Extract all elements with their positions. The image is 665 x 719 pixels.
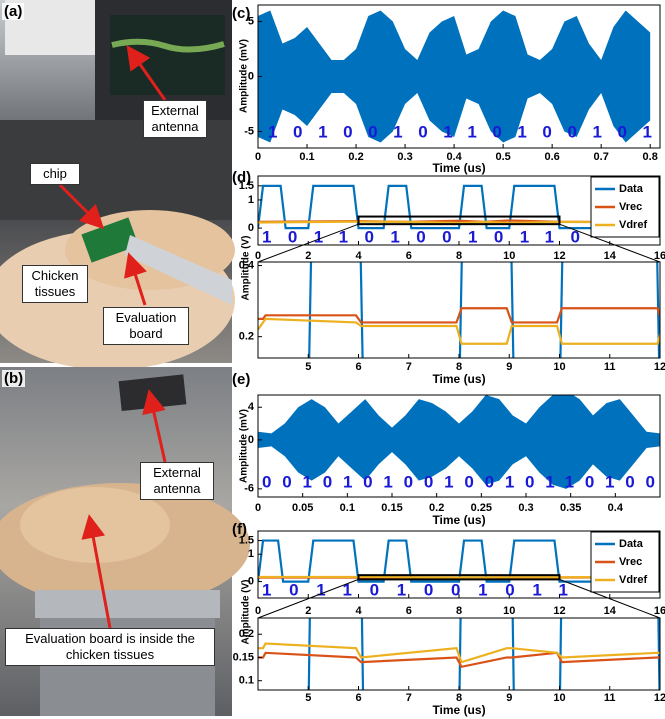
x-tick-label: 10: [553, 361, 565, 373]
y-tick-label: 0.15: [233, 651, 254, 663]
annotation: chip: [30, 163, 80, 185]
x-tick-label: 14: [604, 250, 617, 262]
x-tick-label: 7: [406, 692, 412, 704]
y-tick-label: 0.4: [239, 259, 255, 271]
x-tick-label: 9: [506, 361, 512, 373]
x-tick-label: 0.25: [471, 502, 492, 514]
legend-label: Vrec: [619, 201, 642, 213]
x-tick-label: 6: [355, 361, 361, 373]
y-tick-label: 1: [248, 548, 254, 560]
panel-label: (f): [232, 521, 247, 538]
x-tick-label: 12: [654, 361, 665, 373]
panel-label: (a): [2, 3, 24, 20]
x-tick-label: 0.2: [348, 151, 363, 163]
x-tick-label: 0.15: [381, 502, 402, 514]
x-tick-label: 8: [456, 361, 462, 373]
x-axis-label: Time (us): [432, 161, 485, 175]
x-tick-label: 6: [406, 605, 412, 617]
figure: 0 0.1 0.2 0.3 0.4 0.5 0.6 0.7 0.8 -5 0 5 Time (us) Am…: [0, 0, 665, 719]
x-tick-label: 11: [604, 361, 616, 373]
annotation: External antenna: [143, 100, 207, 138]
x-tick-label: 7: [406, 361, 412, 373]
x-tick-label: 6: [406, 250, 412, 262]
legend-label: Vrec: [619, 556, 642, 568]
y-axis-label: Amplitude (mV): [239, 39, 250, 113]
figure-canvas: 0 0.1 0.2 0.3 0.4 0.5 0.6 0.7 0.8 -5 0 5 Time (us) Am…: [0, 0, 665, 719]
y-tick-label: 0.2: [239, 628, 254, 640]
x-tick-label: 0.2: [429, 502, 444, 514]
x-tick-label: 0: [255, 605, 261, 617]
x-tick-label: 0.3: [518, 502, 533, 514]
x-tick-label: 5: [305, 692, 311, 704]
x-tick-label: 16: [654, 605, 665, 617]
legend-label: Data: [619, 183, 644, 195]
x-tick-label: 10: [503, 605, 515, 617]
x-tick-label: 0: [255, 502, 261, 514]
x-tick-label: 6: [355, 692, 361, 704]
y-tick-label: -5: [244, 125, 254, 137]
x-tick-label: 4: [355, 250, 362, 262]
annotation: Evaluation board is inside the chicken t…: [5, 628, 215, 666]
y-tick-label: 0.2: [239, 331, 254, 343]
x-tick-label: 0.8: [643, 151, 658, 163]
charts: 0 0.1 0.2 0.3 0.4 0.5 0.6 0.7 0.8 -5 0 5 Time (us) Am…: [232, 0, 665, 719]
x-tick-label: 8: [456, 605, 462, 617]
legend-label: Vdref: [619, 574, 647, 586]
annotation: Evaluation board: [103, 307, 189, 345]
x-tick-label: 0.1: [340, 502, 355, 514]
x-tick-label: 9: [506, 692, 512, 704]
panel-label: (b): [2, 370, 25, 387]
y-tick-label: 0.1: [239, 675, 254, 687]
x-tick-label: 0.7: [594, 151, 609, 163]
x-axis-label: Time (us): [432, 703, 485, 717]
x-tick-label: 0: [255, 151, 261, 163]
x-tick-label: 0.1: [299, 151, 314, 163]
x-tick-label: 10: [553, 692, 565, 704]
x-tick-label: 2: [305, 605, 311, 617]
x-tick-label: 8: [456, 692, 462, 704]
annotation: External antenna: [140, 462, 214, 500]
y-tick-label: -6: [244, 483, 254, 495]
x-tick-label: 12: [553, 250, 565, 262]
legend-label: Vdref: [619, 219, 647, 231]
x-tick-label: 0.3: [397, 151, 412, 163]
x-tick-label: 2: [305, 250, 311, 262]
x-tick-label: 12: [654, 692, 665, 704]
panel-label: (c): [232, 5, 250, 22]
x-tick-label: 0.5: [495, 151, 510, 163]
x-tick-label: 4: [355, 605, 362, 617]
x-axis-label: Time (us): [432, 372, 485, 386]
legend-label: Data: [619, 538, 644, 550]
annotation: Chicken tissues: [22, 265, 88, 303]
y-tick-label: 1: [248, 194, 254, 206]
x-tick-label: 0.6: [544, 151, 559, 163]
x-tick-label: 0: [255, 250, 261, 262]
y-axis-label: Amplitude (mV): [239, 409, 250, 483]
x-tick-label: 12: [553, 605, 565, 617]
x-tick-label: 8: [456, 250, 462, 262]
panel-label: (e): [232, 371, 250, 388]
panel-label: (d): [232, 169, 251, 186]
x-tick-label: 0.05: [292, 502, 313, 514]
y-tick-label: 0: [248, 222, 254, 234]
x-axis-label: Time (us): [432, 513, 485, 527]
x-tick-label: 10: [503, 250, 515, 262]
x-tick-label: 14: [604, 605, 617, 617]
x-tick-label: 5: [305, 361, 311, 373]
x-tick-label: 11: [604, 692, 616, 704]
x-tick-label: 0.4: [608, 502, 624, 514]
x-tick-label: 0.35: [560, 502, 581, 514]
